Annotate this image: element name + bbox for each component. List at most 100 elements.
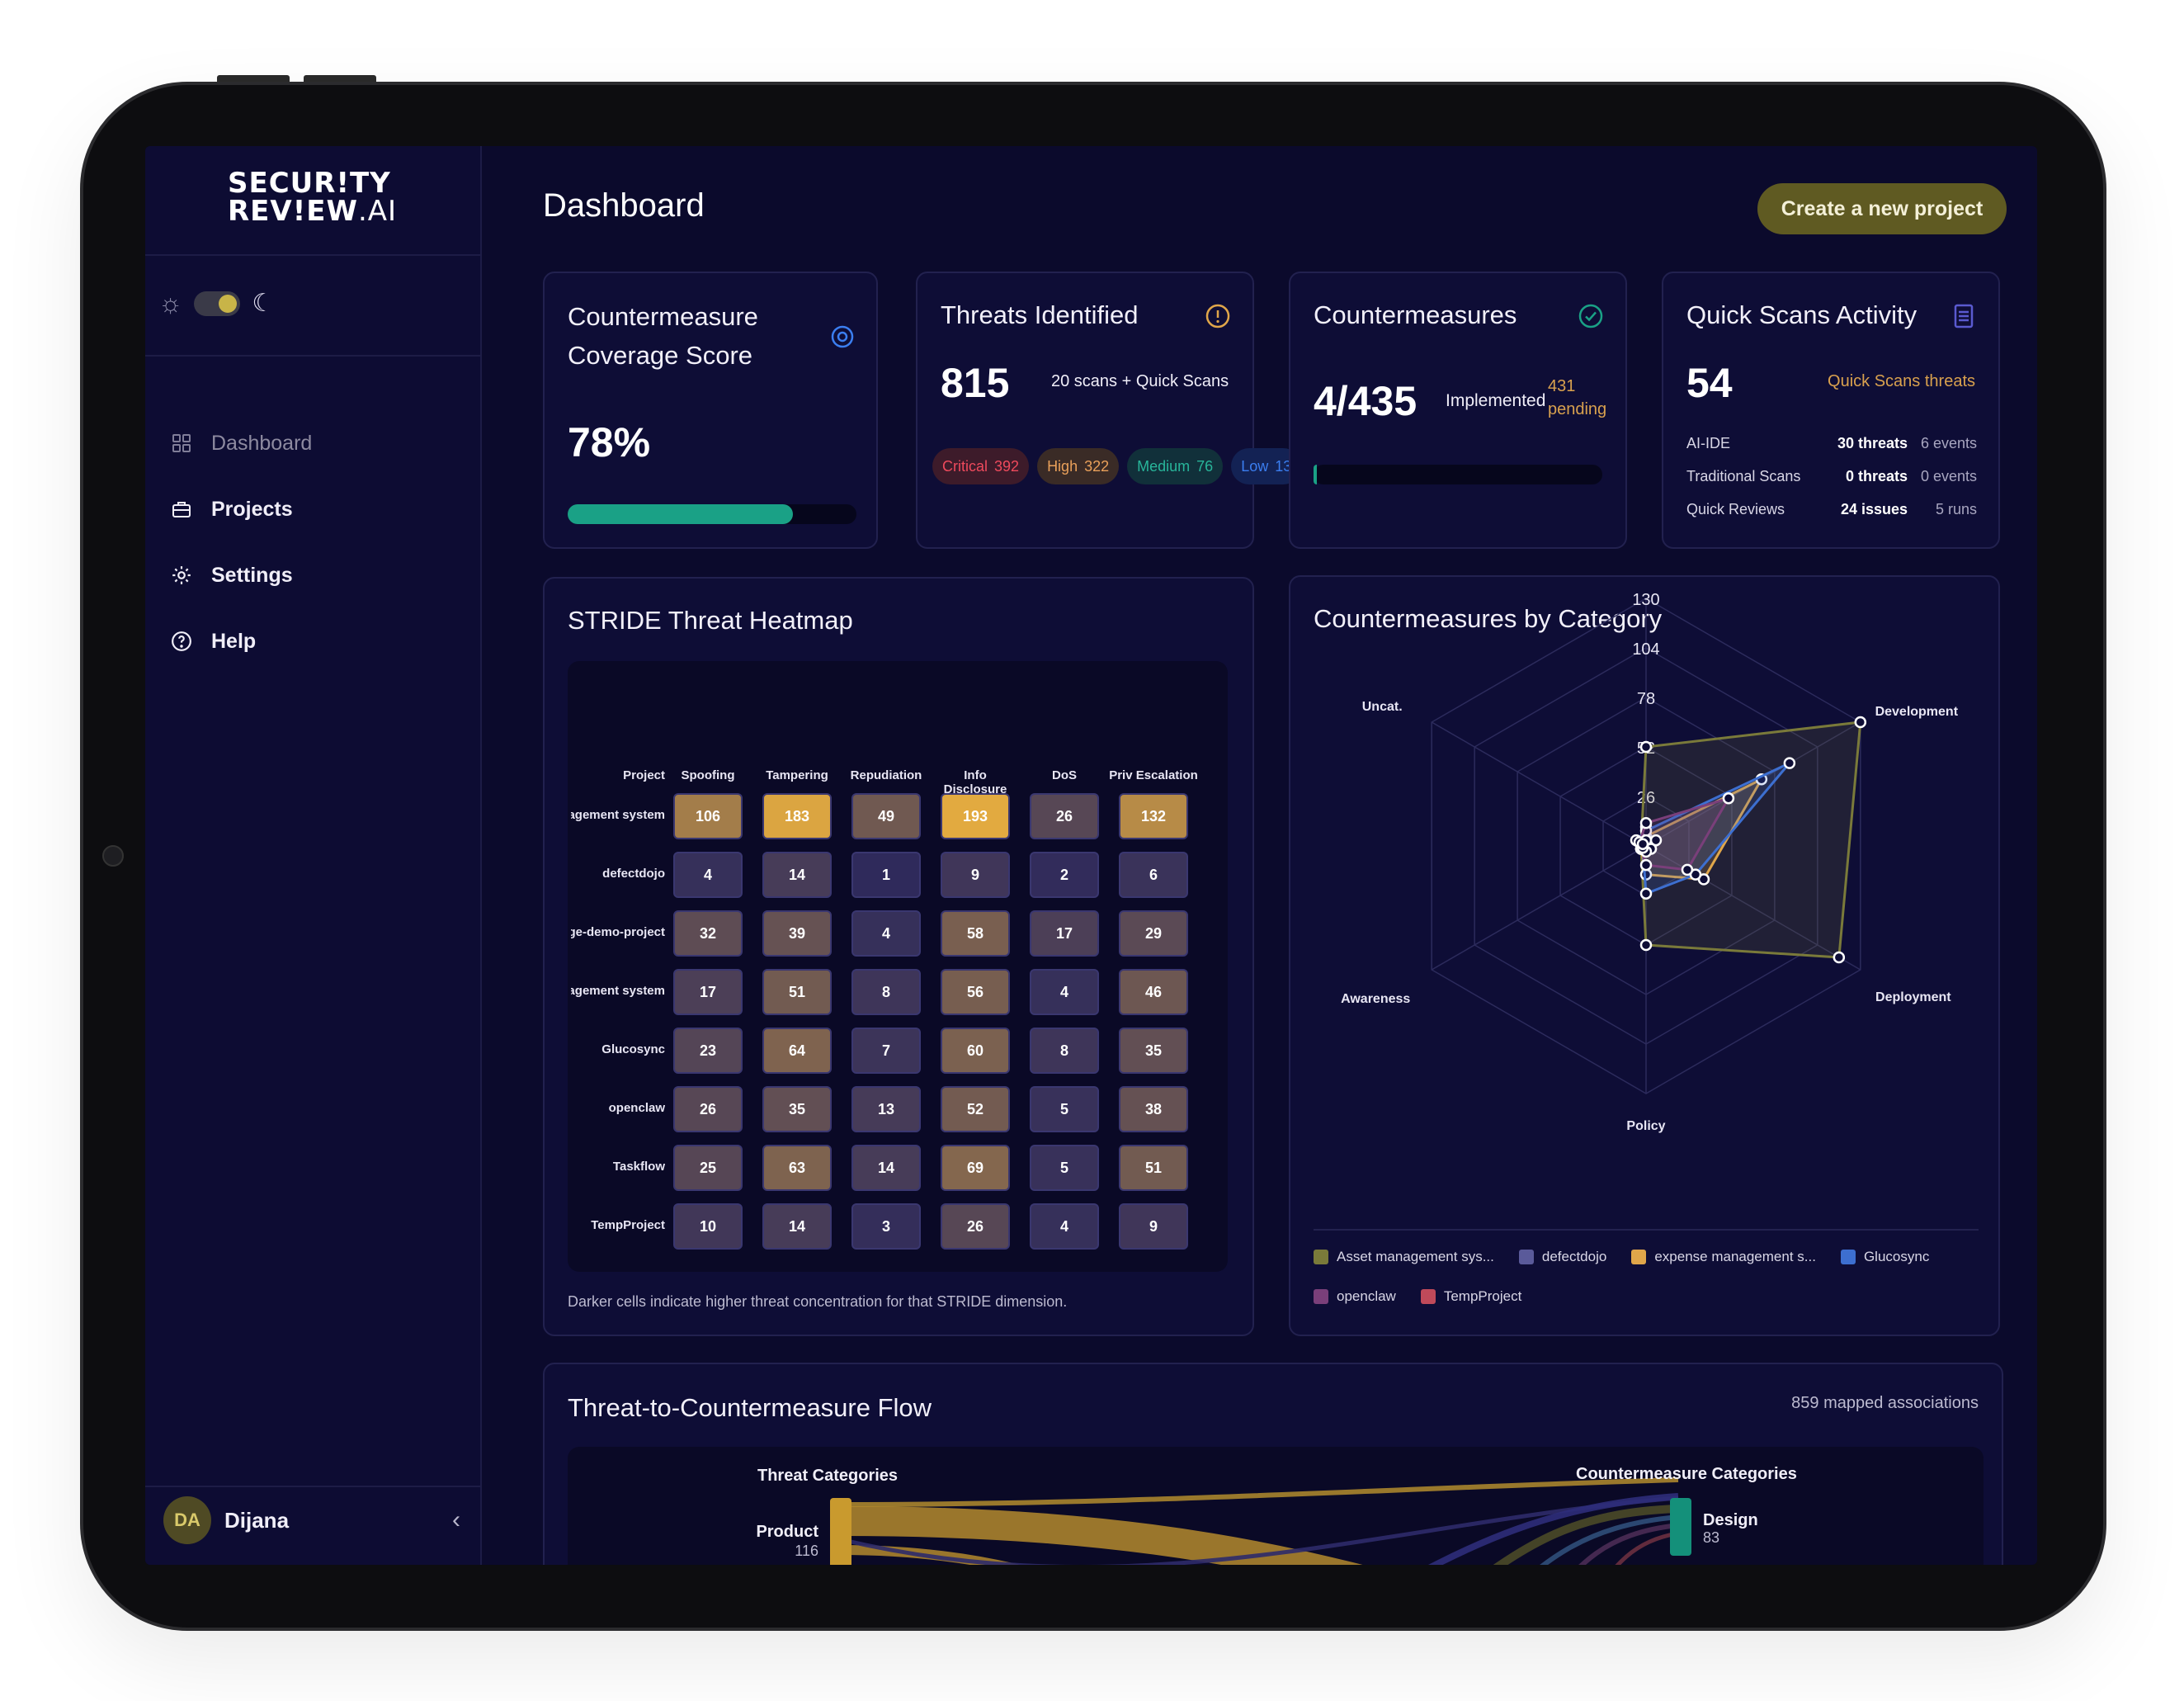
legend-item[interactable]: openclaw bbox=[1314, 1288, 1396, 1305]
heatmap-cell[interactable]: 29 bbox=[1119, 910, 1188, 957]
heatmap-cell[interactable]: 10 bbox=[673, 1203, 743, 1250]
heatmap-cell[interactable]: 2 bbox=[1030, 852, 1099, 898]
heatmap-cell[interactable]: 46 bbox=[1119, 969, 1188, 1015]
heatmap-cell[interactable]: 51 bbox=[1119, 1145, 1188, 1191]
heatmap-cell[interactable]: 17 bbox=[673, 969, 743, 1015]
theme-toggle[interactable] bbox=[194, 291, 241, 316]
heatmap-cell[interactable]: 51 bbox=[762, 969, 832, 1015]
heatmap-cell[interactable]: 13 bbox=[851, 1086, 921, 1132]
heatmap-card: STRIDE Threat Heatmap Project Spoofing Tam… bbox=[543, 577, 1254, 1336]
heatmap-cell[interactable]: 17 bbox=[1030, 910, 1099, 957]
radar-point bbox=[1854, 716, 1867, 729]
heatmap-column-header: Spoofing bbox=[681, 768, 735, 782]
legend-item[interactable]: TempProject bbox=[1420, 1288, 1521, 1305]
heatmap-cell[interactable]: 58 bbox=[941, 910, 1010, 957]
legend-swatch bbox=[1314, 1289, 1328, 1304]
sun-icon[interactable]: ☼ bbox=[158, 288, 183, 318]
legend-item[interactable]: defectdojo bbox=[1518, 1249, 1606, 1265]
countermeasures-progress-fill bbox=[1314, 465, 1317, 484]
heatmap-cell[interactable]: 23 bbox=[673, 1028, 743, 1074]
sidebar-item-projects[interactable]: Projects bbox=[170, 476, 312, 542]
radar-point bbox=[1639, 858, 1653, 872]
heatmap-cell[interactable]: 14 bbox=[851, 1145, 921, 1191]
avatar[interactable]: DA bbox=[163, 1496, 211, 1544]
legend-item[interactable]: Asset management sys... bbox=[1314, 1249, 1494, 1265]
pill-label: Critical bbox=[942, 457, 988, 475]
heatmap-cell[interactable]: 9 bbox=[1119, 1203, 1188, 1250]
sidebar-nav: Dashboard Projects Settings Help bbox=[170, 410, 312, 674]
heatmap-cell[interactable]: 35 bbox=[1119, 1028, 1188, 1074]
legend-item[interactable]: Glucosync bbox=[1840, 1249, 1929, 1265]
heatmap-cell[interactable]: 132 bbox=[1119, 793, 1188, 839]
severity-pill-critical[interactable]: Critical 392 bbox=[932, 448, 1030, 484]
flow-link bbox=[839, 1495, 1679, 1565]
heatmap-cell[interactable]: 1 bbox=[851, 852, 921, 898]
heatmap-cell[interactable]: 26 bbox=[941, 1203, 1010, 1250]
heatmap-cell[interactable]: 63 bbox=[762, 1145, 832, 1191]
heatmap-cell[interactable]: 14 bbox=[762, 852, 832, 898]
heatmap-cell[interactable]: 8 bbox=[851, 969, 921, 1015]
collapse-sidebar-icon[interactable]: ‹ bbox=[452, 1506, 460, 1533]
radar-axis-label: Policy bbox=[1626, 1119, 1665, 1133]
heatmap-cell[interactable]: 25 bbox=[673, 1145, 743, 1191]
heatmap-cell[interactable]: 26 bbox=[1030, 793, 1099, 839]
heatmap-cell[interactable]: 49 bbox=[851, 793, 921, 839]
user-profile[interactable]: DA Dijana ‹ bbox=[163, 1491, 469, 1550]
radar-axis-line bbox=[1431, 721, 1647, 847]
sidebar-item-settings[interactable]: Settings bbox=[170, 542, 312, 608]
sidebar-item-help[interactable]: Help bbox=[170, 608, 312, 674]
pill-count: 13 bbox=[1275, 457, 1292, 475]
coverage-progress-fill bbox=[568, 504, 793, 524]
heatmap-cell[interactable]: 35 bbox=[762, 1086, 832, 1132]
heatmap-cell[interactable]: 39 bbox=[762, 910, 832, 957]
heatmap-cell[interactable]: 56 bbox=[941, 969, 1010, 1015]
severity-pill-high[interactable]: High 322 bbox=[1037, 448, 1120, 484]
heatmap-cell[interactable]: 106 bbox=[673, 793, 743, 839]
heatmap-cell[interactable]: 69 bbox=[941, 1145, 1010, 1191]
heatmap-cell[interactable]: 8 bbox=[1030, 1028, 1099, 1074]
logo[interactable]: SECUR!TY REV!EW.AI bbox=[228, 169, 417, 225]
heatmap-cell[interactable]: 14 bbox=[762, 1203, 832, 1250]
radar-tick-label: 104 bbox=[1632, 640, 1659, 659]
threats-value: 815 bbox=[941, 360, 1010, 406]
heatmap-cell[interactable]: 38 bbox=[1119, 1086, 1188, 1132]
heatmap-cell[interactable]: 4 bbox=[673, 852, 743, 898]
radar-tick-label: 130 bbox=[1632, 591, 1659, 609]
flow-link bbox=[839, 1506, 1363, 1565]
heatmap-cell[interactable]: 5 bbox=[1030, 1145, 1099, 1191]
create-project-button[interactable]: Create a new project bbox=[1757, 183, 2007, 234]
heatmap-row-label: Taskflow bbox=[612, 1160, 665, 1174]
legend-row: openclaw TempProject bbox=[1314, 1277, 1974, 1316]
heatmap-column-header: Info Disclosure bbox=[943, 768, 1007, 796]
heatmap-cell[interactable]: 4 bbox=[1030, 1203, 1099, 1250]
heatmap-cell[interactable]: 4 bbox=[851, 910, 921, 957]
heatmap-cell[interactable]: 6 bbox=[1119, 852, 1188, 898]
moon-icon[interactable]: ☾ bbox=[252, 290, 275, 317]
radar-axis-line bbox=[1431, 845, 1647, 971]
sidebar-divider bbox=[145, 1486, 482, 1487]
sidebar-item-dashboard[interactable]: Dashboard bbox=[170, 410, 312, 476]
radar-card: Countermeasures by Category 265278104130… bbox=[1289, 575, 2000, 1336]
sankey-node-left bbox=[830, 1498, 851, 1565]
heatmap-cell[interactable]: 32 bbox=[673, 910, 743, 957]
warning-icon bbox=[1205, 303, 1231, 329]
heatmap-cell[interactable]: 193 bbox=[941, 793, 1010, 839]
heatmap-cell[interactable]: 5 bbox=[1030, 1086, 1099, 1132]
heatmap-cell[interactable]: 7 bbox=[851, 1028, 921, 1074]
heatmap-cell[interactable]: 26 bbox=[673, 1086, 743, 1132]
heatmap-cell[interactable]: 64 bbox=[762, 1028, 832, 1074]
threats-note: 20 scans + Quick Scans bbox=[1051, 372, 1229, 390]
heatmap-cell[interactable]: 9 bbox=[941, 852, 1010, 898]
heatmap-cell[interactable]: 60 bbox=[941, 1028, 1010, 1074]
heatmap-cell[interactable]: 183 bbox=[762, 793, 832, 839]
pill-count: 76 bbox=[1196, 457, 1214, 475]
scan-source-value: 0 threats bbox=[1845, 467, 1908, 484]
heatmap-cell[interactable]: 3 bbox=[851, 1203, 921, 1250]
legend-item[interactable]: expense management s... bbox=[1631, 1249, 1816, 1265]
heatmap-cell[interactable]: 52 bbox=[941, 1086, 1010, 1132]
check-circle-icon bbox=[1578, 303, 1604, 329]
flow-link bbox=[1578, 1523, 1679, 1565]
heatmap-cell[interactable]: 4 bbox=[1030, 969, 1099, 1015]
severity-pill-medium[interactable]: Medium 76 bbox=[1127, 448, 1224, 484]
quick-scans-card: Quick Scans Activity 54 Quick Scans thre… bbox=[1662, 272, 2000, 549]
